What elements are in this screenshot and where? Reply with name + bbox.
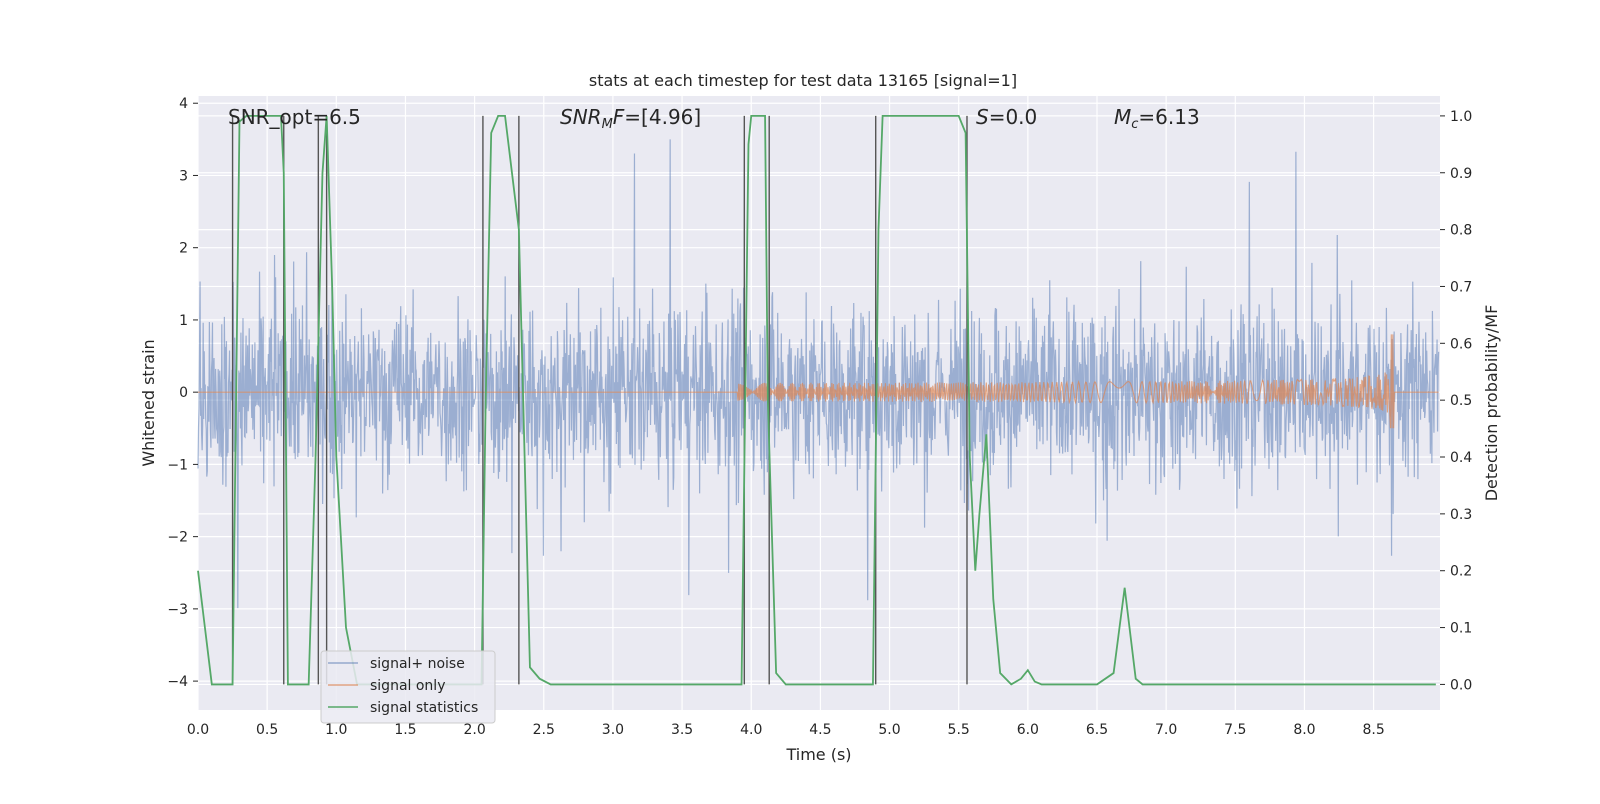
x-tick-label: 6.5 (1086, 722, 1108, 738)
noise-line (197, 139, 1440, 609)
legend-label-noise: signal+ noise (370, 656, 465, 672)
x-tick-label: 6.0 (1017, 722, 1039, 738)
legend-box (320, 650, 496, 724)
y-right-tick-label: 0.6 (1450, 336, 1472, 352)
x-tick-label: 0.5 (256, 722, 278, 738)
mc-symbol: M (1114, 105, 1131, 129)
legend: signal+ noise signal only signal statist… (320, 650, 496, 724)
y-right-tick-label: 0.7 (1450, 279, 1472, 295)
x-tick-label: 8.5 (1362, 722, 1384, 738)
s-symbol: S (976, 105, 989, 129)
y-right-tick-label: 1.0 (1450, 109, 1472, 125)
mc-subscript: c (1131, 117, 1138, 132)
mc-annotation: Mc=6.13 (1114, 105, 1200, 132)
x-tick-label: 8.0 (1293, 722, 1315, 738)
snr-mf-annotation: SNRMF=[4.96] (560, 105, 701, 132)
x-tick-label: 2.0 (463, 722, 485, 738)
y-left-tick-label: 0 (179, 385, 188, 401)
y-left-tick-label: −2 (167, 530, 188, 546)
y-left-tick-label: 3 (179, 168, 188, 184)
s-annotation: S=0.0 (976, 105, 1037, 129)
x-axis-label: Time (s) (785, 745, 851, 764)
x-tick-label: 3.5 (671, 722, 693, 738)
x-axis-ticks: 0.0 0.5 1.0 1.5 2.0 2.5 3.0 3.5 4.0 4.5 5.0 5.5 6.0 6… (187, 722, 1385, 738)
legend-label-signal: signal only (370, 678, 445, 694)
x-tick-label: 4.0 (740, 722, 762, 738)
mc-value: =6.13 (1138, 105, 1199, 129)
y-right-tick-label: 0.2 (1450, 564, 1472, 580)
y-right-tick-label: 0.4 (1450, 450, 1472, 466)
y-left-tick-label: 4 (179, 96, 188, 112)
x-tick-label: 7.5 (1224, 722, 1246, 738)
stats-line (197, 115, 1436, 686)
y-left-tick-label: 2 (179, 241, 188, 257)
x-tick-label: 5.5 (948, 722, 970, 738)
y-left-tick-label: −4 (167, 674, 188, 690)
chart-title: stats at each timestep for test data 131… (589, 71, 1017, 90)
y-right-tick-label: 0.0 (1450, 677, 1472, 693)
stats-series (197, 115, 1436, 686)
signal-line (198, 334, 1439, 429)
snr-opt-annotation: SNR_opt=6.5 (228, 105, 361, 129)
y-right-tick-label: 0.8 (1450, 223, 1472, 239)
legend-label-stats: signal statistics (370, 700, 478, 716)
y-axis-right-label: Detection probability/MF (1482, 305, 1501, 502)
x-tick-label: 1.5 (394, 722, 416, 738)
y-right-tick-label: 0.5 (1450, 393, 1472, 409)
x-tick-label: 0.0 (187, 722, 209, 738)
snr-mf-symbol: SNR (560, 105, 602, 129)
y-right-tick-label: 0.9 (1450, 166, 1472, 182)
y-left-tick-label: −3 (167, 602, 188, 618)
x-tick-label: 5.0 (878, 722, 900, 738)
s-value: =0.0 (989, 105, 1038, 129)
y-right-tick-label: 0.1 (1450, 621, 1472, 637)
snr-mf-subscript: M (602, 117, 613, 132)
x-tick-label: 7.0 (1155, 722, 1177, 738)
y-axis-right-ticks: 1.0 0.9 0.8 0.7 0.6 0.5 0.4 0.3 0.2 0.1 0.0 (1440, 109, 1472, 693)
snr-mf-value: F=[4.96] (613, 105, 701, 129)
y-axis-left-ticks: 4 3 2 1 0 −1 −2 −3 −4 (167, 96, 198, 690)
signal-series (198, 334, 1439, 429)
x-tick-label: 1.0 (325, 722, 347, 738)
y-left-tick-label: −1 (167, 457, 188, 473)
snr-mf-f: F (613, 105, 625, 129)
x-tick-label: 2.5 (533, 722, 555, 738)
noise-series (197, 139, 1440, 609)
y-axis-left-label: Whitened strain (139, 339, 158, 466)
x-tick-label: 4.5 (809, 722, 831, 738)
snr-mf-rest: =[4.96] (624, 105, 701, 129)
y-left-tick-label: 1 (179, 313, 188, 329)
y-right-tick-label: 0.3 (1450, 507, 1472, 523)
x-tick-label: 3.0 (602, 722, 624, 738)
